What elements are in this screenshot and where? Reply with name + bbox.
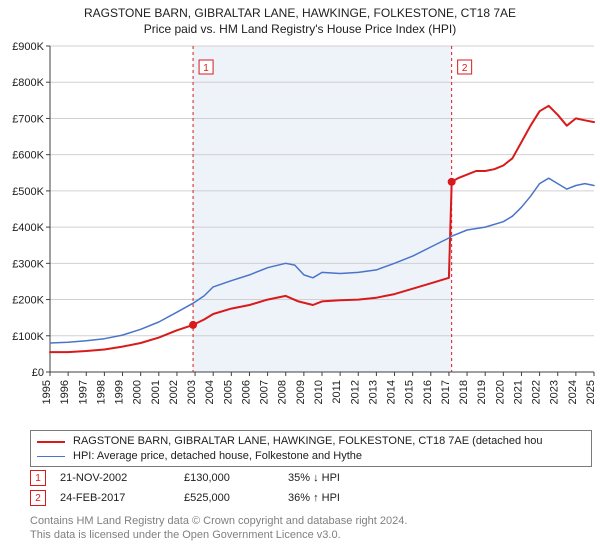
svg-text:£400K: £400K (12, 222, 44, 234)
svg-text:2016: 2016 (422, 380, 434, 404)
svg-text:2010: 2010 (313, 380, 325, 404)
marker-row: 1 21-NOV-2002 £130,000 35% ↓ HPI (30, 468, 592, 488)
svg-text:2018: 2018 (458, 380, 470, 404)
svg-text:2007: 2007 (259, 380, 271, 404)
svg-text:£600K: £600K (12, 150, 44, 162)
legend-swatch (37, 441, 65, 443)
marker-date: 21-NOV-2002 (60, 472, 170, 484)
svg-text:2013: 2013 (367, 380, 379, 404)
svg-text:£200K: £200K (12, 295, 44, 307)
svg-text:£0: £0 (32, 367, 44, 379)
svg-text:2005: 2005 (222, 380, 234, 404)
legend-row: HPI: Average price, detached house, Folk… (37, 449, 585, 464)
svg-text:2014: 2014 (386, 380, 398, 404)
svg-text:2011: 2011 (331, 380, 343, 404)
svg-text:2004: 2004 (204, 380, 216, 404)
marker-price: £130,000 (184, 472, 274, 484)
chart-plot: £0 £100K £200K £300K £400K £500K £600K £700K £80… (0, 42, 600, 422)
svg-text:£300K: £300K (12, 258, 44, 270)
svg-text:2019: 2019 (476, 380, 488, 404)
legend-swatch (37, 456, 65, 457)
marker-table: 1 21-NOV-2002 £130,000 35% ↓ HPI 2 24-FEB-201… (30, 468, 592, 508)
svg-text:2023: 2023 (549, 380, 561, 404)
legend-label: HPI: Average price, detached house, Folk… (73, 449, 362, 464)
svg-text:£800K: £800K (12, 77, 44, 89)
svg-text:£900K: £900K (12, 42, 44, 53)
svg-text:1999: 1999 (114, 380, 126, 404)
marker-num-box: 1 (30, 470, 46, 486)
footer: Contains HM Land Registry data © Crown c… (30, 514, 592, 542)
marker-price: £525,000 (184, 492, 274, 504)
svg-text:1996: 1996 (59, 380, 71, 404)
svg-text:1997: 1997 (77, 380, 89, 404)
svg-text:2025: 2025 (585, 380, 597, 404)
svg-text:2002: 2002 (168, 380, 180, 404)
marker-row: 2 24-FEB-2017 £525,000 36% ↑ HPI (30, 488, 592, 508)
svg-text:1995: 1995 (41, 380, 53, 404)
svg-text:1998: 1998 (95, 380, 107, 404)
svg-text:2000: 2000 (132, 380, 144, 404)
marker-pct: 36% ↑ HPI (288, 492, 418, 504)
legend-label: RAGSTONE BARN, GIBRALTAR LANE, HAWKINGE,… (73, 434, 543, 449)
footer-line1: Contains HM Land Registry data © Crown c… (30, 514, 592, 528)
svg-text:1: 1 (203, 63, 209, 74)
svg-text:2001: 2001 (150, 380, 162, 404)
marker-pct: 35% ↓ HPI (288, 472, 418, 484)
svg-text:£500K: £500K (12, 186, 44, 198)
svg-text:2017: 2017 (440, 380, 452, 404)
footer-line2: This data is licensed under the Open Gov… (30, 528, 592, 542)
svg-text:2008: 2008 (277, 380, 289, 404)
svg-text:2020: 2020 (494, 380, 506, 404)
svg-text:2012: 2012 (349, 380, 361, 404)
svg-text:2006: 2006 (240, 380, 252, 404)
svg-text:2: 2 (462, 63, 468, 74)
chart-title-line2: Price paid vs. HM Land Registry's House … (0, 20, 600, 36)
svg-text:£100K: £100K (12, 331, 44, 343)
marker-num-box: 2 (30, 490, 46, 506)
svg-text:2009: 2009 (295, 380, 307, 404)
chart-container: RAGSTONE BARN, GIBRALTAR LANE, HAWKINGE,… (0, 0, 600, 560)
svg-text:2024: 2024 (567, 380, 579, 404)
svg-text:2015: 2015 (404, 380, 416, 404)
svg-text:£700K: £700K (12, 113, 44, 125)
svg-text:2021: 2021 (512, 380, 524, 404)
marker-date: 24-FEB-2017 (60, 492, 170, 504)
chart-svg: £0 £100K £200K £300K £400K £500K £600K £700K £80… (0, 42, 600, 422)
svg-text:2003: 2003 (186, 380, 198, 404)
legend: RAGSTONE BARN, GIBRALTAR LANE, HAWKINGE,… (30, 430, 592, 467)
legend-row: RAGSTONE BARN, GIBRALTAR LANE, HAWKINGE,… (37, 434, 585, 449)
svg-text:2022: 2022 (531, 380, 543, 404)
chart-title-line1: RAGSTONE BARN, GIBRALTAR LANE, HAWKINGE,… (0, 0, 600, 20)
